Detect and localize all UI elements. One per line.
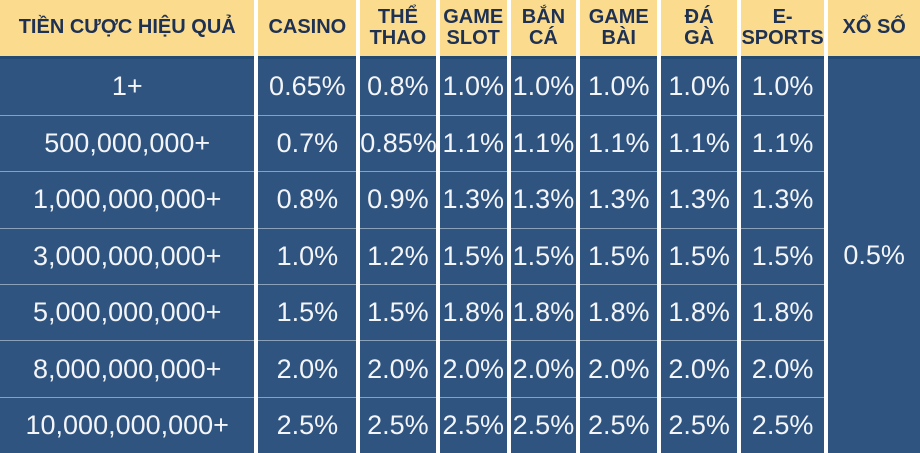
- rate-cell: 1.5%: [356, 284, 438, 341]
- column-header-tier: TIỀN CƯỢC HIỆU QUẢ: [0, 0, 257, 59]
- rate-cell: 1.3%: [576, 171, 660, 229]
- column-header-esports: E- SPORTS: [736, 0, 827, 59]
- rate-cell: 2.5%: [506, 396, 579, 453]
- table-row: 3,000,000,000+ 1.0% 1.2% 1.5% 1.5% 1.5% …: [0, 227, 920, 285]
- rate-cell: 2.0%: [254, 340, 359, 398]
- rate-cell: 1.0%: [657, 57, 739, 116]
- rate-cell: 1.0%: [576, 57, 660, 116]
- rate-cell: 1.3%: [657, 171, 739, 229]
- table-row: 500,000,000+ 0.7% 0.85% 1.1% 1.1% 1.1% 1…: [0, 114, 920, 172]
- tier-cell: 1,000,000,000+: [0, 171, 257, 229]
- column-header-game-bai: GAME BÀI: [576, 0, 660, 59]
- column-header-xo-so: XỔ SỐ: [824, 0, 920, 59]
- rate-cell: 1.1%: [657, 114, 739, 172]
- lottery-rate-cell: 0.5%: [824, 57, 920, 453]
- rate-cell: 2.0%: [506, 340, 579, 398]
- table-row: 8,000,000,000+ 2.0% 2.0% 2.0% 2.0% 2.0% …: [0, 340, 920, 398]
- rate-cell: 1.8%: [736, 284, 827, 341]
- rate-cell: 1.1%: [506, 114, 579, 172]
- rate-cell: 1.5%: [657, 227, 739, 285]
- column-header-casino: CASINO: [254, 0, 359, 59]
- rate-cell: 2.0%: [435, 340, 509, 398]
- rate-cell: 2.0%: [576, 340, 660, 398]
- rate-cell: 1.5%: [506, 227, 579, 285]
- tier-cell: 1+: [0, 57, 257, 116]
- rate-cell: 1.1%: [736, 114, 827, 172]
- table-header: TIỀN CƯỢC HIỆU QUẢ CASINO THỂ THAO GAME …: [0, 0, 920, 59]
- rate-cell: 2.5%: [576, 396, 660, 453]
- rate-cell: 1.8%: [435, 284, 509, 341]
- rate-cell: 1.0%: [435, 57, 509, 116]
- rate-cell: 1.0%: [736, 57, 827, 116]
- rate-cell: 1.8%: [506, 284, 579, 341]
- rate-cell: 0.65%: [254, 57, 359, 116]
- rate-cell: 1.5%: [576, 227, 660, 285]
- rate-cell: 1.2%: [356, 227, 438, 285]
- rate-cell: 2.5%: [736, 396, 827, 453]
- column-header-game-slot: GAME SLOT: [435, 0, 509, 59]
- rate-cell: 0.7%: [254, 114, 359, 172]
- rate-cell: 1.1%: [435, 114, 509, 172]
- rate-cell: 1.0%: [254, 227, 359, 285]
- column-header-da-ga: ĐÁ GÀ: [657, 0, 739, 59]
- tier-cell: 5,000,000,000+: [0, 284, 257, 341]
- table-row: 1+ 0.65% 0.8% 1.0% 1.0% 1.0% 1.0% 1.0% 0…: [0, 57, 920, 453]
- tier-cell: 10,000,000,000+: [0, 396, 257, 453]
- table-body: 1+ 0.65% 0.8% 1.0% 1.0% 1.0% 1.0% 1.0% 0…: [0, 57, 920, 453]
- tier-cell: 8,000,000,000+: [0, 340, 257, 398]
- table-row: 5,000,000,000+ 1.5% 1.5% 1.8% 1.8% 1.8% …: [0, 284, 920, 341]
- rate-cell: 1.3%: [736, 171, 827, 229]
- rate-cell: 1.3%: [506, 171, 579, 229]
- column-header-the-thao: THỂ THAO: [356, 0, 438, 59]
- rate-cell: 1.5%: [736, 227, 827, 285]
- rate-cell: 0.85%: [356, 114, 438, 172]
- rate-cell: 2.0%: [736, 340, 827, 398]
- rate-cell: 1.8%: [576, 284, 660, 341]
- rate-cell: 2.5%: [435, 396, 509, 453]
- tier-cell: 500,000,000+: [0, 114, 257, 172]
- rate-cell: 1.0%: [506, 57, 579, 116]
- rate-cell: 2.0%: [356, 340, 438, 398]
- header-row: TIỀN CƯỢC HIỆU QUẢ CASINO THỂ THAO GAME …: [0, 0, 920, 59]
- rate-cell: 1.8%: [657, 284, 739, 341]
- tier-cell: 3,000,000,000+: [0, 227, 257, 285]
- rate-cell: 2.5%: [254, 396, 359, 453]
- table-row: 1,000,000,000+ 0.8% 0.9% 1.3% 1.3% 1.3% …: [0, 171, 920, 229]
- rate-cell: 2.0%: [657, 340, 739, 398]
- rate-cell: 2.5%: [356, 396, 438, 453]
- rate-cell: 0.9%: [356, 171, 438, 229]
- table-row: 10,000,000,000+ 2.5% 2.5% 2.5% 2.5% 2.5%…: [0, 396, 920, 453]
- rate-cell: 1.5%: [254, 284, 359, 341]
- rate-cell: 1.1%: [576, 114, 660, 172]
- rate-cell: 2.5%: [657, 396, 739, 453]
- rate-cell: 0.8%: [254, 171, 359, 229]
- rate-cell: 1.5%: [435, 227, 509, 285]
- column-header-ban-ca: BẮN CÁ: [506, 0, 579, 59]
- rate-cell: 1.3%: [435, 171, 509, 229]
- rate-cell: 0.8%: [356, 57, 438, 116]
